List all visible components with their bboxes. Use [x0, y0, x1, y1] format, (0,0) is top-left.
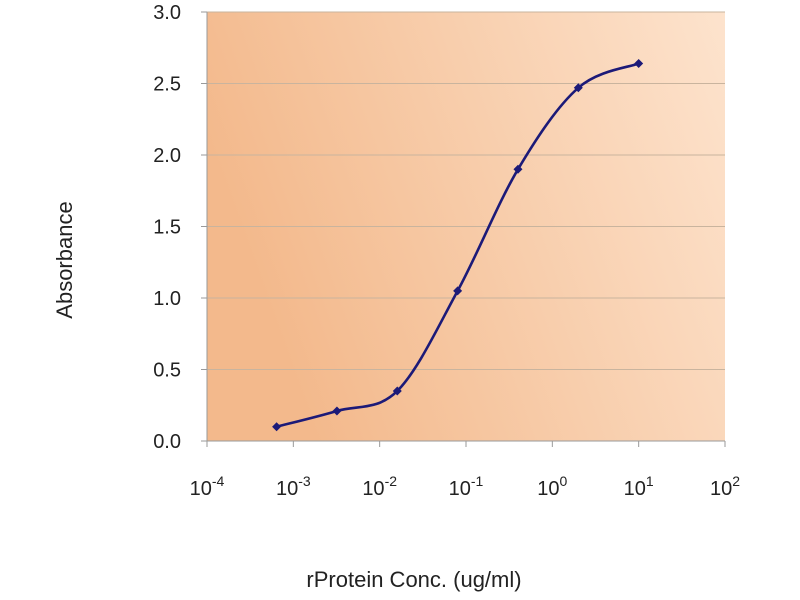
x-tick-label: 102 [710, 473, 740, 500]
data-series [272, 58, 644, 432]
x-axis-title: rProtein Conc. (ug/ml) [306, 567, 521, 592]
data-point-marker [573, 83, 583, 93]
y-tick-label: 1.5 [153, 217, 181, 239]
data-point-marker [272, 422, 282, 432]
y-tick-label: 2.5 [153, 74, 181, 96]
gridlines [207, 11, 725, 370]
y-tick-label: 1.0 [153, 288, 181, 310]
y-axis-title: Absorbance [52, 201, 77, 318]
x-tick-label: 10-1 [449, 473, 484, 500]
x-axis-ticks: 10-4 10-3 10-2 10-1 100 101 102 [190, 441, 740, 500]
data-point-marker [453, 286, 463, 296]
y-axis-ticks: 0.0 0.5 1.0 1.5 2.0 2.5 3.0 [153, 2, 207, 453]
x-tick-label: 10-4 [190, 473, 225, 500]
data-point-marker [392, 386, 402, 396]
y-tick-label: 2.0 [153, 145, 181, 167]
data-point-marker [513, 164, 523, 174]
y-tick-label: 3.0 [153, 2, 181, 24]
data-point-marker [634, 58, 644, 68]
x-tick-label: 101 [624, 473, 654, 500]
data-point-marker [332, 406, 342, 416]
x-tick-label: 100 [537, 473, 567, 500]
x-tick-label: 10-2 [362, 473, 397, 500]
x-tick-label: 10-3 [276, 473, 311, 500]
y-tick-label: 0.0 [153, 431, 181, 453]
y-tick-label: 0.5 [153, 360, 181, 382]
